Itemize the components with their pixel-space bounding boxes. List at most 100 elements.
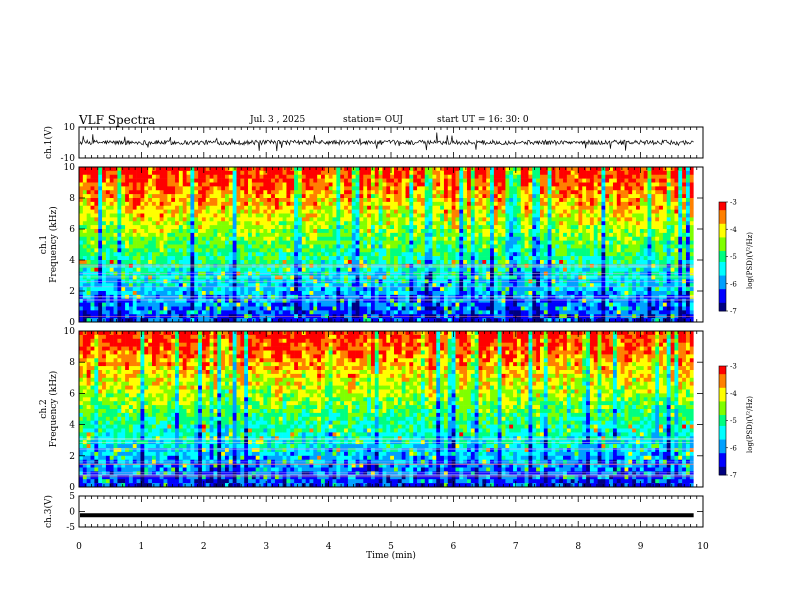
ch1-spectrogram-cell — [221, 256, 226, 261]
ch1-spectrogram-cell — [205, 198, 210, 203]
ch1-spectrogram-cell — [251, 229, 257, 234]
ch1-spectrogram-cell — [551, 252, 556, 257]
ch1-spectrogram-cell — [86, 248, 91, 253]
ch1-spectrogram-cell — [317, 232, 322, 238]
ch1-spectrogram-cell — [132, 174, 137, 179]
ch1-spectrogram-cell — [86, 190, 91, 195]
ch1-spectrogram-cell — [513, 186, 518, 191]
ch1-spectrogram-cell — [455, 186, 460, 191]
ch1-spectrogram-cell — [516, 209, 522, 214]
ch1-spectrogram-cell — [370, 194, 376, 199]
ch1-spectrogram-cell — [324, 167, 329, 172]
ch1-spectrogram-cell — [420, 275, 426, 280]
ch1-spectrogram-cell — [259, 190, 264, 195]
ch1-spectrogram-cell — [332, 213, 337, 218]
ch1-spectrogram-cell — [117, 252, 122, 257]
ch1-spectrogram-cell — [359, 198, 364, 203]
ch1-spectrogram-cell — [324, 170, 329, 176]
ch1-spectrogram-cell — [543, 248, 548, 253]
ch1-spectrogram-cell — [198, 186, 203, 191]
ch1-spectrogram-cell — [413, 263, 418, 269]
ch1-spectrogram-cell — [647, 186, 652, 191]
ch1-spectrogram-cell — [547, 190, 552, 195]
ch1-spectrogram-cell — [209, 252, 214, 257]
ch1-spectrogram-cell — [140, 260, 145, 265]
ch1-spectrogram-cell — [612, 167, 618, 172]
ch1-spectrogram-cell — [136, 252, 141, 257]
ch1-spectrogram-cell — [516, 260, 522, 265]
ch1-spectrogram-cell — [144, 263, 149, 269]
ch1-spectrogram-cell — [655, 182, 660, 187]
ch1-spectrogram-cell — [121, 201, 126, 207]
ch1-spectrogram-cell — [394, 182, 399, 187]
ch1-spectrogram-cell — [351, 205, 356, 210]
ch1-spectrogram-cell — [685, 225, 691, 230]
ch1-spectrogram-cell — [248, 248, 253, 253]
ch1-spectrogram-cell — [436, 240, 441, 245]
ch1-spectrogram-cell — [390, 217, 395, 222]
ch1-spectrogram-cell — [670, 232, 675, 238]
ch1-spectrogram-cell — [102, 201, 107, 207]
ch1-spectrogram-cell — [182, 267, 187, 272]
ch1-spectrogram-cell — [639, 178, 644, 183]
ch1-spectrogram-cell — [655, 186, 660, 191]
ch1-spectrogram-cell — [632, 240, 637, 245]
ch1-spectrogram-cell — [482, 260, 487, 265]
ch1-spectrogram-cell — [659, 217, 664, 222]
ch1-spectrogram-cell — [90, 221, 95, 226]
ch1-spectrogram-cell — [236, 167, 241, 172]
ch1-spectrogram-cell — [151, 229, 157, 234]
ch1-spectrogram-cell — [355, 213, 360, 218]
ch1-spectrogram-cell — [367, 170, 372, 176]
ch1-spectrogram-cell — [301, 190, 306, 195]
ch1-spectrogram-cell — [109, 178, 114, 183]
ch1-spectrogram-cell — [109, 260, 114, 265]
ch1-spectrogram-cell — [390, 248, 395, 253]
ch1-spectrogram-cell — [555, 213, 560, 218]
ch1-spectrogram-cell — [182, 174, 187, 179]
ch1-spectrogram-cell — [94, 186, 99, 191]
ch1-spectrogram-cell — [551, 194, 556, 199]
ch1-spectrogram-cell — [201, 275, 207, 280]
ch1-spectrogram-cell — [689, 190, 694, 195]
ch1-spectrogram-cell — [98, 182, 103, 187]
ch1-spectrogram-cell — [182, 178, 187, 183]
ch1-spectrogram-cell — [597, 217, 602, 222]
ch1-spectrogram-cell — [209, 167, 214, 172]
ch1-spectrogram-cell — [601, 213, 606, 218]
ch1-spectrogram-cell — [390, 205, 395, 210]
ch1-spectrogram-cell — [459, 260, 464, 265]
ch1-spectrogram-cell — [528, 190, 533, 195]
ch1-spectrogram-cell — [628, 260, 633, 265]
ch1-spectrogram-cell — [578, 186, 583, 191]
ch1-spectrogram-cell — [186, 229, 191, 234]
ch1-spectrogram-cell — [570, 221, 575, 226]
ch1-spectrogram-cell — [305, 221, 310, 226]
ch1-spectrogram-cell — [417, 182, 422, 187]
ch1-spectrogram-cell — [643, 178, 648, 183]
ch1-spectrogram-cell — [182, 170, 187, 176]
ch1-spectrogram-cell — [363, 186, 368, 191]
ch1-spectrogram-cell — [655, 170, 660, 176]
ch1-spectrogram-cell — [432, 209, 437, 214]
ch1-spectrogram-cell — [609, 198, 614, 203]
ch1-spectrogram-cell — [390, 178, 395, 183]
ch1-spectrogram-cell — [297, 186, 303, 191]
ch1-spectrogram-cell — [336, 194, 341, 199]
ch1-spectrogram-cell — [328, 221, 333, 226]
ch1-spectrogram-cell — [405, 190, 410, 195]
ch1-spectrogram-cell — [355, 205, 360, 210]
ch1-spectrogram-cell — [190, 170, 195, 176]
ch1-spectrogram-cell — [574, 232, 579, 238]
ch1-spectrogram-cell — [328, 275, 333, 280]
ch1-spectrogram-cell — [159, 217, 164, 222]
ch1-spectrogram-cell — [224, 260, 230, 265]
ch1-spectrogram-cell — [620, 252, 625, 257]
ch1-spectrogram-cell — [171, 225, 176, 230]
ch1-spectrogram-cell — [194, 182, 199, 187]
ch1-spectrogram-cell — [321, 221, 326, 226]
ch1-spectrogram-cell — [271, 178, 276, 183]
ch1-spectrogram-cell — [355, 167, 360, 172]
ch1-spectrogram-cell — [513, 194, 518, 199]
ch1-spectrogram-cell — [516, 221, 522, 226]
